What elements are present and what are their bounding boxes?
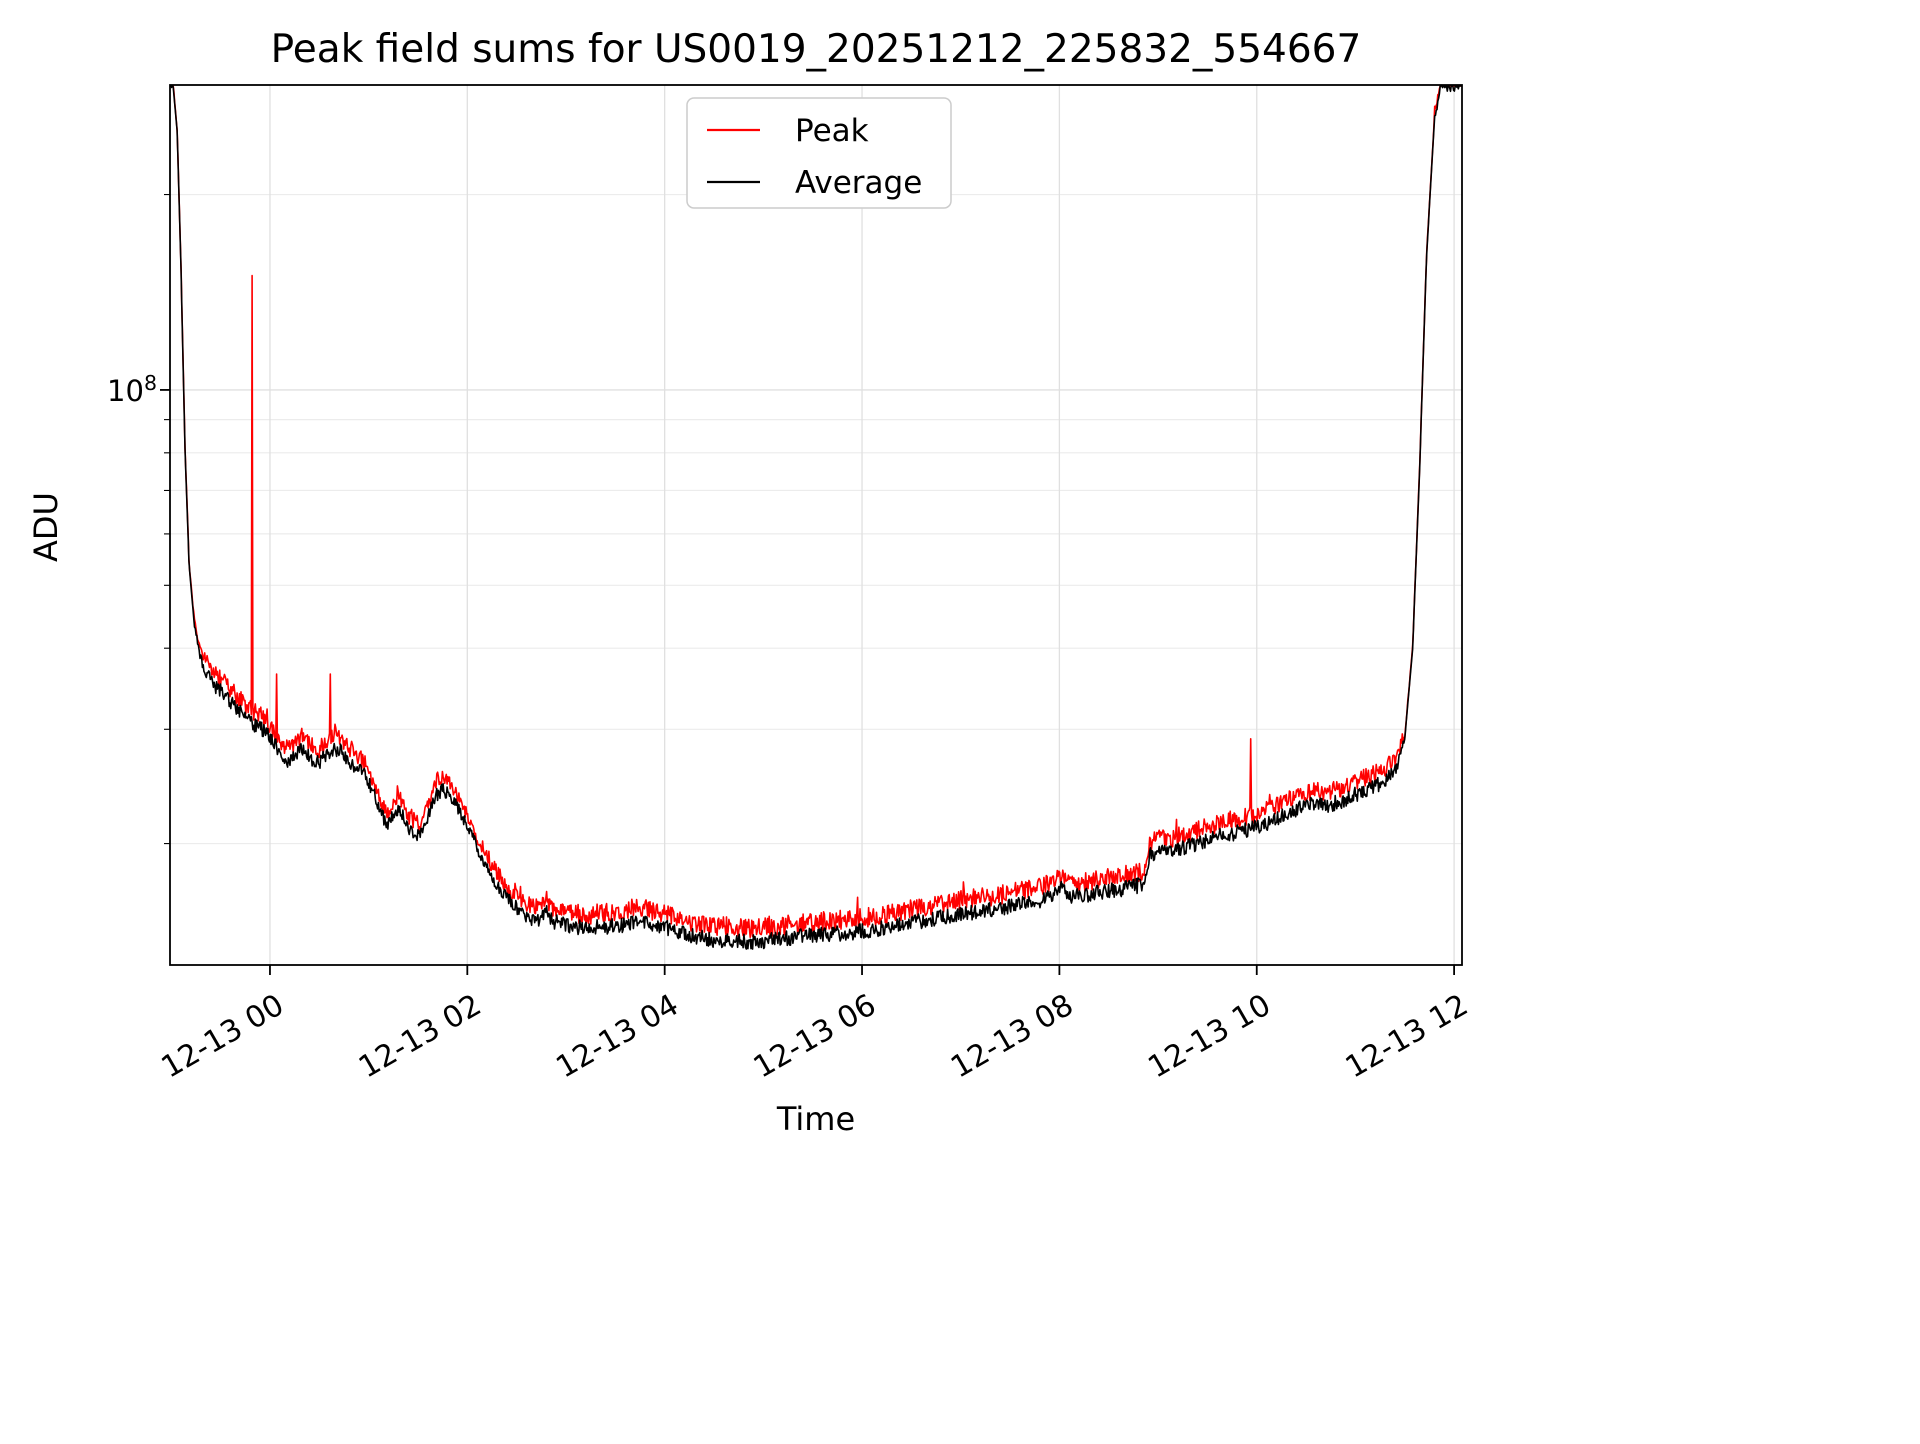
- legend-label-peak: Peak: [795, 113, 869, 149]
- x-tick-labels: 12-13 00 12-13 02 12-13 04 12-13 06 12-13 08…: [156, 988, 1474, 1086]
- legend-box: [686, 97, 952, 209]
- legend-label-average: Average: [795, 165, 922, 201]
- x-tick-label: 12-13 02: [353, 988, 487, 1086]
- x-tick-label: 12-13 00: [156, 988, 290, 1086]
- grid: [170, 85, 1462, 965]
- x-tick-label: 12-13 10: [1142, 988, 1276, 1086]
- x-tick-label: 12-13 08: [945, 988, 1079, 1086]
- y-tick-label: 108: [107, 371, 157, 408]
- x-axis-label: Time: [776, 1100, 855, 1138]
- y-axis-label: ADU: [27, 492, 65, 562]
- average-line: [170, 85, 1462, 950]
- tick-marks: [160, 194, 1456, 975]
- series: [170, 85, 1462, 950]
- x-tick-label: 12-13 06: [748, 988, 882, 1086]
- axes-spines: [169, 84, 1463, 966]
- x-tick-label: 12-13 12: [1340, 988, 1474, 1086]
- x-tick-label: 12-13 04: [550, 988, 684, 1086]
- legend: Peak Average: [686, 97, 952, 209]
- peak-line: [170, 85, 1462, 939]
- plot-title: Peak field sums for US0019_20251212_2258…: [271, 27, 1362, 72]
